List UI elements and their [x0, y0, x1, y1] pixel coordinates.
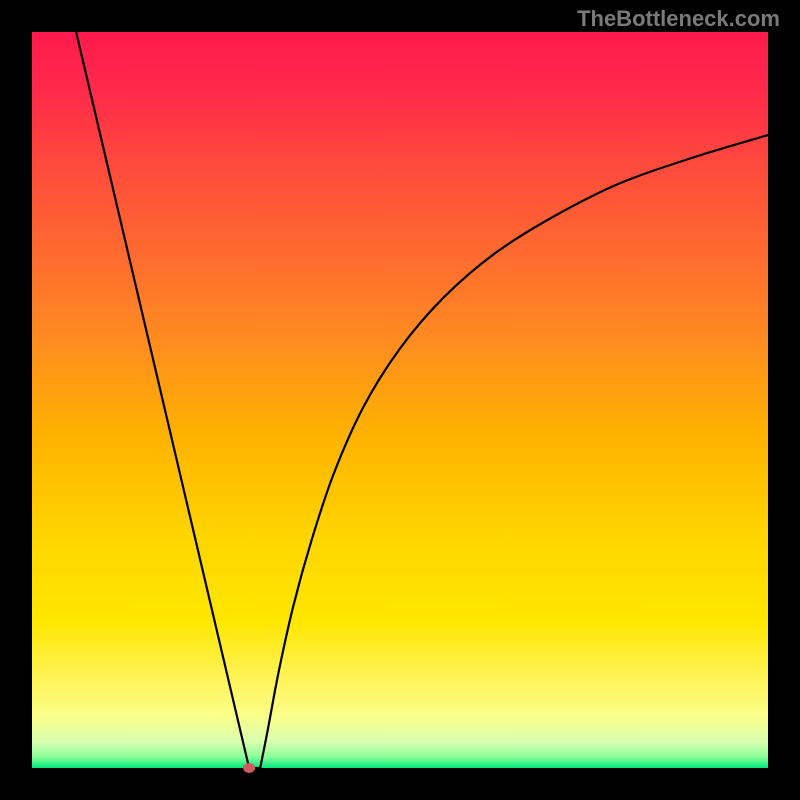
curve-path — [260, 135, 768, 768]
plot-area — [32, 32, 768, 768]
attribution-text: TheBottleneck.com — [577, 6, 780, 32]
curve-layer — [32, 32, 768, 768]
minimum-marker — [243, 763, 255, 773]
chart-stage: TheBottleneck.com — [0, 0, 800, 800]
curve-path — [76, 32, 249, 768]
